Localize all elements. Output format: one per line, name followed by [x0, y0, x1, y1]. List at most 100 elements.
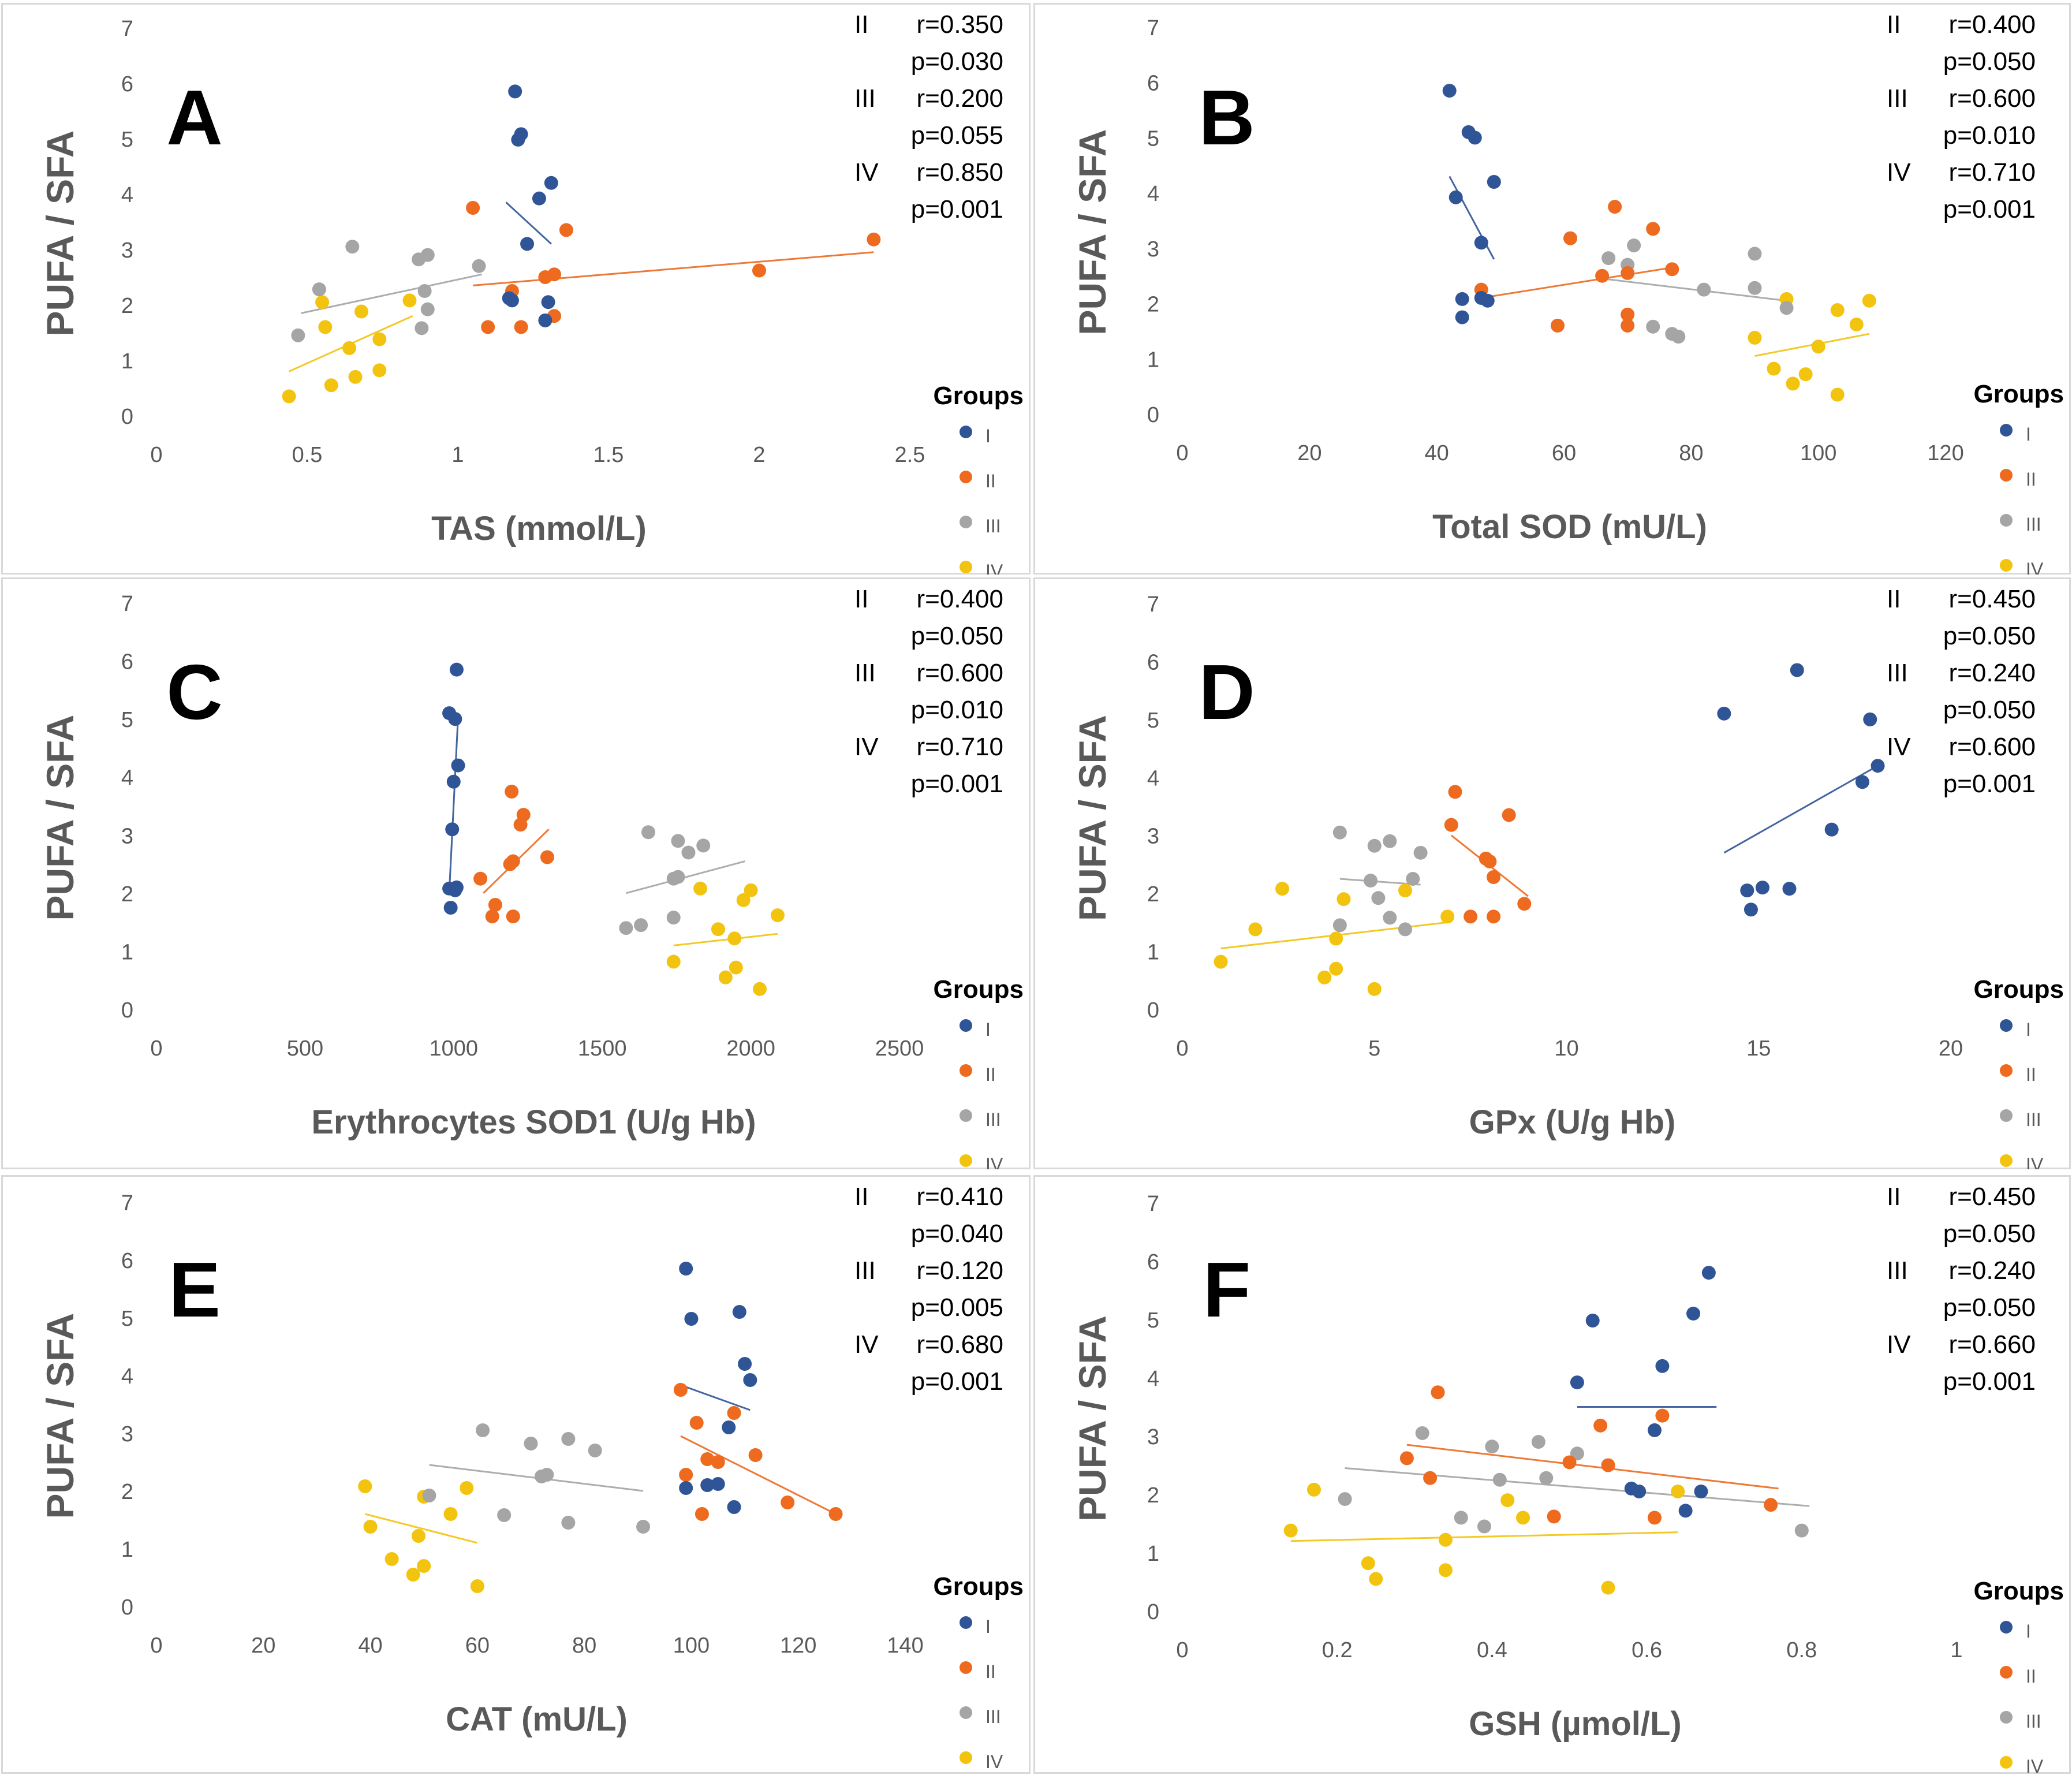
data-point-iv: [727, 931, 742, 946]
data-point-iv: [342, 341, 357, 355]
legend-title: Groups: [934, 1572, 1024, 1601]
y-axis-title: PUFA / SFA: [39, 130, 81, 337]
x-tick-label: 5: [1368, 1036, 1380, 1061]
data-point-i: [449, 662, 464, 677]
x-tick-label: 1: [1950, 1638, 1962, 1662]
x-tick-label: 0: [150, 1634, 162, 1658]
trendline-iii: [1339, 878, 1421, 886]
data-point-ii: [1464, 909, 1478, 924]
stats-group-label: II: [854, 1183, 868, 1211]
trendline-i: [685, 1386, 751, 1411]
data-point-ii: [781, 1496, 795, 1509]
data-point-iv: [1369, 1572, 1383, 1586]
data-point-i: [1863, 712, 1877, 726]
data-point-ii: [1601, 1458, 1615, 1472]
data-point-ii: [513, 818, 528, 832]
data-point-iii: [415, 321, 429, 335]
data-point-iv: [1830, 303, 1845, 318]
data-point-iii: [1338, 1492, 1352, 1506]
y-tick-label: 4: [121, 1364, 133, 1389]
data-point-i: [541, 295, 555, 309]
data-point-i: [727, 1500, 741, 1514]
data-point-iii: [312, 282, 326, 297]
data-point-iii: [1406, 872, 1420, 886]
stats-r-value: r=0.200: [917, 84, 1003, 113]
data-point-iv: [753, 982, 767, 996]
data-point-iii: [1748, 281, 1762, 295]
panel-b: 0 1 2 3 4 5 6 7 0 20 40 60 80 100 120 Total SOD (mU/L) P…: [1033, 3, 2071, 575]
trendline-i: [1448, 176, 1495, 260]
y-tick-label: 7: [1147, 1192, 1159, 1216]
y-tick-label: 2: [121, 294, 133, 318]
panel-letter: C: [166, 648, 223, 736]
data-point-iii: [291, 328, 305, 342]
data-point-i: [448, 883, 462, 897]
data-point-iv: [470, 1579, 484, 1593]
data-point-ii: [689, 1416, 704, 1430]
data-point-iv: [1830, 387, 1845, 402]
stats-r-value: r=0.410: [917, 1183, 1003, 1211]
x-tick-label: 500: [287, 1036, 323, 1061]
data-point-iv: [363, 1520, 378, 1534]
data-point-ii: [1517, 897, 1532, 911]
stats-p-value: p=0.001: [1943, 195, 2036, 223]
legend-label-ii: II: [985, 1661, 996, 1682]
data-point-ii: [867, 232, 881, 247]
legend-marker-i: [960, 1019, 972, 1032]
data-point-iii: [524, 1437, 538, 1450]
panel-letter: D: [1199, 648, 1255, 736]
legend-title: Groups: [1974, 380, 2064, 408]
data-point-i: [1855, 775, 1869, 789]
stats-r-value: r=0.240: [1949, 1256, 2036, 1285]
data-point-i: [445, 822, 460, 837]
data-point-ii: [1621, 266, 1635, 280]
data-point-i: [743, 1373, 757, 1387]
data-point-iv: [1516, 1511, 1530, 1525]
legend-label-iii: III: [2026, 1109, 2041, 1130]
y-axis-title: PUFA / SFA: [1071, 129, 1114, 335]
data-point-iv: [1398, 883, 1412, 898]
trendline-ii: [1481, 266, 1672, 299]
data-point-iii: [1748, 247, 1762, 261]
data-point-iii: [1332, 918, 1347, 933]
data-point-iv: [324, 378, 338, 393]
stats-group-label: III: [854, 84, 876, 113]
legend-marker-iv: [960, 1154, 972, 1167]
data-point-i: [1694, 1484, 1708, 1498]
trendline-iv: [1290, 1531, 1678, 1542]
legend-marker-ii: [960, 1661, 972, 1674]
data-point-i: [443, 901, 458, 915]
legend-marker-iv: [960, 561, 972, 573]
x-tick-label: 60: [465, 1634, 490, 1658]
panel-a: 0 1 2 3 4 5 6 7 0 0.5 1 1.5 2 2.5 TAS (mmol/L) PUFA / S…: [1, 3, 1031, 575]
y-tick-label: 2: [121, 882, 133, 907]
legend-marker-iii: [960, 1706, 972, 1719]
stats-group-label: III: [1887, 1256, 1908, 1285]
x-tick-label: 120: [780, 1634, 816, 1658]
data-point-iv: [1849, 317, 1864, 331]
stats-r-value: r=0.710: [917, 733, 1003, 761]
data-point-iv: [372, 363, 387, 378]
stats-group-label: IV: [1887, 1330, 1911, 1359]
x-axis-title: TAS (mmol/L): [431, 510, 647, 547]
data-point-iv: [729, 960, 743, 975]
stats-p-value: p=0.001: [911, 195, 1003, 223]
y-tick-label: 0: [121, 405, 133, 429]
panel-letter: B: [1199, 74, 1255, 161]
data-point-iii: [634, 918, 648, 933]
data-point-ii: [514, 320, 528, 334]
data-point-iii: [1332, 825, 1347, 840]
x-tick-label: 0.4: [1477, 1638, 1507, 1662]
data-point-iv: [1367, 982, 1382, 996]
y-tick-label: 4: [1147, 1367, 1159, 1391]
y-tick-label: 3: [1147, 237, 1159, 262]
data-point-i: [732, 1305, 746, 1319]
data-point-i: [1480, 293, 1495, 308]
legend-marker-i: [2000, 424, 2013, 437]
legend-marker-iii: [960, 516, 972, 528]
data-point-i: [448, 712, 462, 726]
data-point-iii: [561, 1432, 576, 1446]
data-point-iii: [476, 1423, 490, 1437]
data-point-i: [1701, 1266, 1716, 1280]
x-tick-label: 120: [1927, 441, 1963, 465]
